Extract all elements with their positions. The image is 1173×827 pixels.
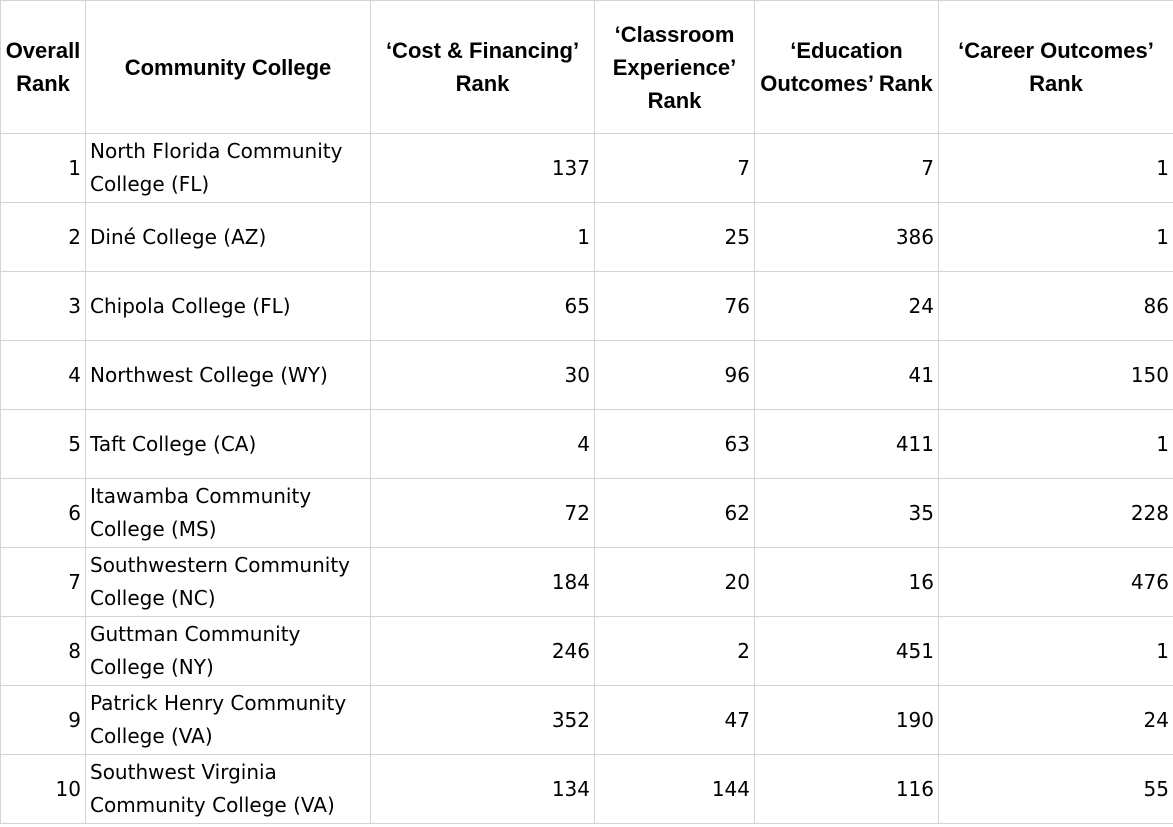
college-name-cell: Patrick Henry Community College (VA) [85,685,371,755]
overall-rank-cell: 9 [0,685,86,755]
overall-rank-cell: 2 [0,202,86,272]
education-outcomes-rank-cell: 386 [754,202,939,272]
table-row: 4 Northwest College (WY) 30 96 41 150 [0,340,1173,410]
cost-financing-rank-cell: 72 [370,478,595,548]
college-name-cell: North Florida Community College (FL) [85,133,371,203]
cost-financing-rank-cell: 352 [370,685,595,755]
table-row: 9 Patrick Henry Community College (VA) 352… [0,685,1173,755]
career-outcomes-rank-cell: 1 [938,616,1173,686]
career-outcomes-rank-cell: 24 [938,685,1173,755]
education-outcomes-rank-cell: 41 [754,340,939,410]
table-row: 7 Southwestern Community College (NC) 184 2… [0,547,1173,617]
classroom-experience-rank-cell: 63 [594,409,755,479]
career-outcomes-rank-cell: 1 [938,133,1173,203]
header-overall-rank: Overall Rank [0,0,86,134]
header-education-outcomes-rank: ‘Education Outcomes’ Rank [754,0,939,134]
college-name-cell: Southwest Virginia Community College (VA… [85,754,371,824]
education-outcomes-rank-cell: 16 [754,547,939,617]
education-outcomes-rank-cell: 24 [754,271,939,341]
header-row: Overall Rank Community College ‘Cost & F… [0,0,1173,134]
cost-financing-rank-cell: 184 [370,547,595,617]
header-career-outcomes-rank: ‘Career Outcomes’ Rank [938,0,1173,134]
education-outcomes-rank-cell: 7 [754,133,939,203]
education-outcomes-rank-cell: 190 [754,685,939,755]
college-name-cell: Taft College (CA) [85,409,371,479]
career-outcomes-rank-cell: 228 [938,478,1173,548]
career-outcomes-rank-cell: 150 [938,340,1173,410]
overall-rank-cell: 5 [0,409,86,479]
career-outcomes-rank-cell: 55 [938,754,1173,824]
college-name-cell: Guttman Community College (NY) [85,616,371,686]
cost-financing-rank-cell: 1 [370,202,595,272]
table-row: 1 North Florida Community College (FL) 137… [0,133,1173,203]
table-row: 5 Taft College (CA) 4 63 411 1 [0,409,1173,479]
overall-rank-cell: 3 [0,271,86,341]
overall-rank-cell: 6 [0,478,86,548]
college-name-cell: Chipola College (FL) [85,271,371,341]
college-name-cell: Northwest College (WY) [85,340,371,410]
classroom-experience-rank-cell: 25 [594,202,755,272]
table-row: 2 Diné College (AZ) 1 25 386 1 [0,202,1173,272]
overall-rank-cell: 1 [0,133,86,203]
education-outcomes-rank-cell: 35 [754,478,939,548]
cost-financing-rank-cell: 137 [370,133,595,203]
cost-financing-rank-cell: 65 [370,271,595,341]
header-community-college: Community College [85,0,371,134]
table-row: 3 Chipola College (FL) 65 76 24 86 [0,271,1173,341]
education-outcomes-rank-cell: 411 [754,409,939,479]
classroom-experience-rank-cell: 47 [594,685,755,755]
classroom-experience-rank-cell: 2 [594,616,755,686]
classroom-experience-rank-cell: 144 [594,754,755,824]
table-row: 10 Southwest Virginia Community College (… [0,754,1173,824]
career-outcomes-rank-cell: 86 [938,271,1173,341]
table-row: 8 Guttman Community College (NY) 246 2 451 1 [0,616,1173,686]
college-name-cell: Southwestern Community College (NC) [85,547,371,617]
header-classroom-experience-rank: ‘Classroom Experience’ Rank [594,0,755,134]
cost-financing-rank-cell: 134 [370,754,595,824]
header-cost-financing-rank: ‘Cost & Financing’ Rank [370,0,595,134]
classroom-experience-rank-cell: 20 [594,547,755,617]
cost-financing-rank-cell: 246 [370,616,595,686]
table-row: 6 Itawamba Community College (MS) 72 62 35 22… [0,478,1173,548]
career-outcomes-rank-cell: 476 [938,547,1173,617]
overall-rank-cell: 8 [0,616,86,686]
education-outcomes-rank-cell: 451 [754,616,939,686]
classroom-experience-rank-cell: 76 [594,271,755,341]
education-outcomes-rank-cell: 116 [754,754,939,824]
overall-rank-cell: 4 [0,340,86,410]
college-name-cell: Diné College (AZ) [85,202,371,272]
classroom-experience-rank-cell: 62 [594,478,755,548]
classroom-experience-rank-cell: 96 [594,340,755,410]
classroom-experience-rank-cell: 7 [594,133,755,203]
career-outcomes-rank-cell: 1 [938,409,1173,479]
overall-rank-cell: 10 [0,754,86,824]
cost-financing-rank-cell: 30 [370,340,595,410]
college-name-cell: Itawamba Community College (MS) [85,478,371,548]
career-outcomes-rank-cell: 1 [938,202,1173,272]
cost-financing-rank-cell: 4 [370,409,595,479]
overall-rank-cell: 7 [0,547,86,617]
